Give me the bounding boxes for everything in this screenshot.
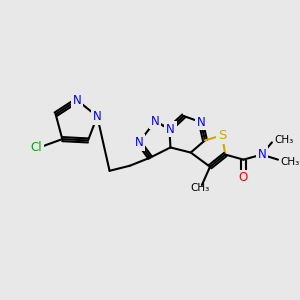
Text: N: N <box>257 148 266 161</box>
Text: CH₃: CH₃ <box>274 135 293 146</box>
Text: N: N <box>166 123 175 136</box>
Text: S: S <box>218 129 226 142</box>
Text: Cl: Cl <box>30 141 42 154</box>
Text: N: N <box>93 110 102 123</box>
Text: N: N <box>135 136 143 149</box>
Text: CH₃: CH₃ <box>190 183 209 193</box>
Text: N: N <box>196 116 205 129</box>
Text: O: O <box>239 171 248 184</box>
Text: N: N <box>73 94 82 107</box>
Text: N: N <box>151 115 160 128</box>
Text: CH₃: CH₃ <box>280 157 299 167</box>
